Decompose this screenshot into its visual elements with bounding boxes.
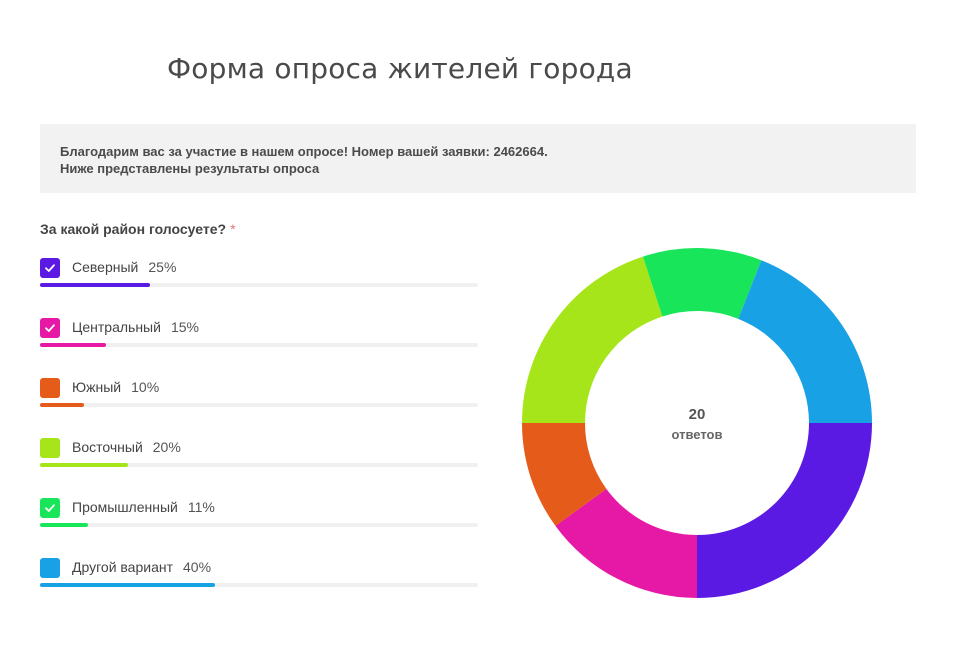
option-label: Центральный <box>72 319 161 335</box>
results-donut-chart: 20 ответов <box>522 248 872 598</box>
option-vostochny[interactable]: Восточный 20% <box>40 438 478 478</box>
option-progress-fill <box>40 403 84 407</box>
donut-slice-1 <box>697 423 872 598</box>
option-percent: 20% <box>152 439 181 455</box>
option-severny[interactable]: Северный 25% <box>40 258 478 298</box>
option-percent: 10% <box>131 379 160 395</box>
donut-slice-6 <box>738 260 872 423</box>
option-label-wrap: Южный 10% <box>72 379 159 395</box>
option-centralny[interactable]: Центральный 15% <box>40 318 478 358</box>
option-label-wrap: Промышленный 11% <box>72 499 215 515</box>
option-progress-track <box>40 343 478 347</box>
option-label-wrap: Другой вариант 40% <box>72 559 211 575</box>
option-progress-fill <box>40 283 150 287</box>
option-percent: 40% <box>183 559 212 575</box>
donut-slice-3 <box>522 423 607 526</box>
option-progress-track <box>40 463 478 467</box>
option-percent: 11% <box>187 499 215 515</box>
option-progress-fill <box>40 463 128 467</box>
option-progress-fill <box>40 583 216 587</box>
notice-line-results: Ниже представлены результаты опроса <box>60 161 320 176</box>
option-progress-track <box>40 523 478 527</box>
notice-line-thanks: Благодарим вас за участие в нашем опросе… <box>60 144 548 159</box>
option-progress-fill <box>40 523 89 527</box>
option-label-wrap: Восточный 20% <box>72 439 181 455</box>
check-icon <box>45 324 55 332</box>
option-checkbox[interactable] <box>40 258 60 278</box>
option-checkbox[interactable] <box>40 438 60 458</box>
option-label: Южный <box>72 379 122 395</box>
option-progress-fill <box>40 343 106 347</box>
option-progress-track <box>40 283 478 287</box>
donut-center-count: 20 <box>689 406 706 423</box>
option-yuzhny[interactable]: Южный 10% <box>40 378 478 418</box>
donut-slice-2 <box>555 488 697 598</box>
option-label: Северный <box>72 259 139 275</box>
option-label-wrap: Северный 25% <box>72 259 176 275</box>
option-percent: 15% <box>170 319 199 335</box>
option-percent: 25% <box>148 259 177 275</box>
option-checkbox[interactable] <box>40 318 60 338</box>
required-mark: * <box>230 221 236 237</box>
option-progress-track <box>40 403 478 407</box>
option-checkbox[interactable] <box>40 498 60 518</box>
page-title: Форма опроса жителей города <box>167 52 633 85</box>
option-label-wrap: Центральный 15% <box>72 319 199 335</box>
donut-center-label: ответов <box>672 427 723 442</box>
donut-slices <box>522 248 872 598</box>
check-icon <box>45 264 55 272</box>
question-text: За какой район голосуете? <box>40 221 227 237</box>
submission-notice: Благодарим вас за участие в нашем опросе… <box>40 124 916 193</box>
option-label: Промышленный <box>72 499 178 515</box>
option-label: Другой вариант <box>72 559 174 575</box>
option-drugoy[interactable]: Другой вариант 40% <box>40 558 478 598</box>
option-checkbox[interactable] <box>40 558 60 578</box>
check-icon <box>45 504 55 512</box>
donut-slice-5 <box>642 248 762 319</box>
option-checkbox[interactable] <box>40 378 60 398</box>
donut-slice-4 <box>522 256 663 423</box>
option-progress-track <box>40 583 478 587</box>
option-promyshlenny[interactable]: Промышленный 11% <box>40 498 478 538</box>
question-label: За какой район голосуете? * <box>40 221 236 237</box>
option-label: Восточный <box>72 439 143 455</box>
